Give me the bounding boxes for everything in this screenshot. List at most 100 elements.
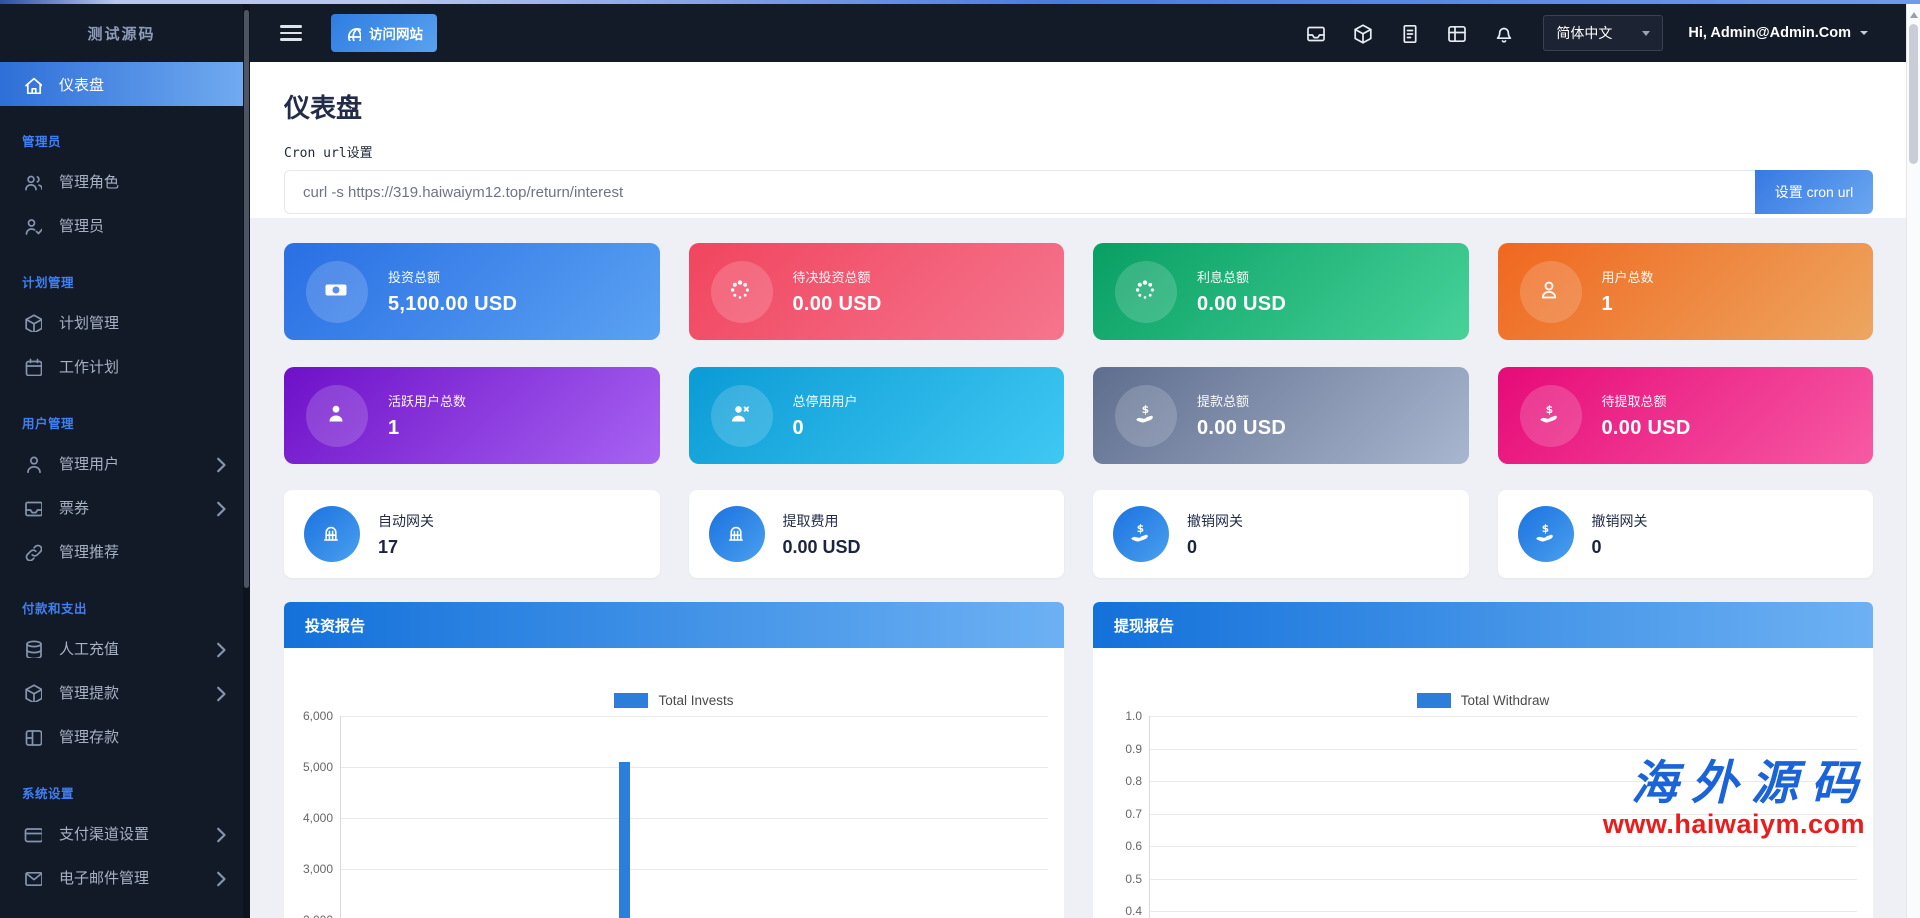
sidebar-item-email-manager[interactable]: 电子邮件管理 [0, 855, 243, 899]
chevron-right-icon [217, 871, 226, 887]
info-cards-grid: 自动网关 17 提取费用 0.00 USD 撤销网关 0 撤销网关 [284, 490, 1873, 578]
y-tick-label: 2,000 [293, 913, 333, 918]
top-accent-strip [0, 0, 1920, 4]
caret-down-icon [1860, 31, 1868, 35]
grid-line [1150, 781, 1857, 782]
bell-icon[interactable] [1492, 22, 1514, 44]
info-card: 自动网关 17 [284, 490, 660, 578]
sidebar-item-payment-gateways[interactable]: 支付渠道设置 [0, 811, 243, 855]
topbar: 访问网站 简体中文 Hi, Admin@Admin.Com [250, 4, 1920, 62]
stat-card: 总停用用户 0 [688, 367, 1064, 464]
stat-card: 投资总额 5,100.00 USD [284, 243, 660, 340]
grid-line [1150, 813, 1857, 815]
legend-swatch [1416, 692, 1451, 708]
y-tick-label: 0.4 [1125, 904, 1142, 918]
hand-dollar-icon [1535, 522, 1553, 542]
language-select[interactable]: 简体中文 [1543, 15, 1664, 51]
page-header: 仪表盘 Cron url设置 设置 cron url [250, 62, 1920, 218]
chart-legend: Total Invests [284, 692, 1064, 708]
chevron-right-icon [217, 686, 226, 702]
user-x-icon [731, 405, 749, 423]
user-icon [1541, 281, 1557, 299]
scroll-up-arrow-icon[interactable] [1909, 12, 1918, 18]
sidebar-item-manage-users[interactable]: 管理用户 [0, 441, 243, 485]
sidebar-section-users: 用户管理 [22, 417, 75, 431]
sidebar-item-manage-referrals[interactable]: 管理推荐 [0, 529, 243, 573]
user-tie-icon [329, 405, 342, 422]
user-menu[interactable]: Hi, Admin@Admin.Com [1688, 25, 1868, 41]
sidebar-section-payments: 付款和支出 [22, 602, 88, 616]
set-cron-url-button[interactable]: 设置 cron url [1755, 170, 1873, 214]
sidebar-scrollbar-thumb[interactable] [244, 10, 249, 588]
globe-icon [347, 27, 361, 41]
sidebar-item-manage-withdrawals[interactable]: 管理提款 [0, 670, 243, 714]
database-icon [26, 640, 42, 658]
sidebar-item-tickets[interactable]: 票券 [0, 485, 243, 529]
menu-toggle-icon[interactable] [280, 25, 302, 41]
page-scrollbar[interactable] [1906, 4, 1920, 918]
sidebar-scrollbar[interactable] [243, 4, 250, 918]
sidebar-item-manage-deposits[interactable]: 管理存款 [0, 714, 243, 758]
chevron-right-icon [217, 457, 226, 473]
sidebar-item-admins[interactable]: 管理员 [0, 203, 243, 247]
sidebar-item-manage-roles[interactable]: 管理角色 [0, 159, 243, 203]
grid-line [1150, 716, 1857, 717]
link-icon [25, 544, 42, 561]
y-tick-label: 4,000 [302, 811, 333, 825]
page-title: 仪表盘 [284, 93, 363, 123]
grid-line [1150, 748, 1857, 750]
y-tick-label: 0.6 [1125, 839, 1142, 853]
grid-line [341, 767, 1048, 768]
y-tick-label: 6,000 [302, 709, 333, 723]
chevron-right-icon [217, 827, 226, 843]
grid-line [1150, 878, 1857, 880]
sidebar-section-plans: 计划管理 [22, 276, 75, 290]
caret-down-icon [1642, 30, 1651, 36]
y-tick-label: 0.7 [1125, 806, 1142, 821]
grid-line [341, 869, 1048, 870]
spinner-icon [730, 280, 749, 299]
withdraw-report-panel: 提现报告 Total Withdraw 1.0 0.9 0.8 0.7 0.6 0.5 0.… [1093, 602, 1873, 918]
grid-line [341, 818, 1048, 819]
sidebar-section-settings: 系统设置 [22, 787, 75, 801]
person-check-icon [25, 219, 42, 235]
panel-title: 投资报告 [284, 602, 1064, 648]
page-scrollbar-thumb[interactable] [1909, 24, 1918, 164]
panel-title: 提现报告 [1093, 602, 1873, 648]
sidebar-item-dashboard[interactable]: 仪表盘 [0, 62, 243, 106]
chevron-right-icon [217, 501, 226, 517]
gateway-icon [323, 526, 339, 541]
withdraw-chart: 1.0 0.9 0.8 0.7 0.6 0.5 0.4 [1101, 709, 1859, 918]
stat-card: 活跃用户总数 1 [284, 367, 660, 464]
person-icon [27, 456, 41, 473]
stat-card: 提款总额 0.00 USD [1093, 367, 1469, 464]
sidebar-section-admin: 管理员 [22, 135, 62, 149]
grid-line [1150, 846, 1857, 847]
info-card: 撤销网关 0 [1497, 490, 1873, 578]
credit-card-icon [24, 828, 42, 843]
info-card: 提取费用 0.00 USD [688, 490, 1064, 578]
stat-card: 用户总数 1 [1497, 243, 1873, 340]
inbox-icon[interactable] [1304, 22, 1326, 44]
inbox-icon [25, 501, 42, 517]
sidebar-item-manage-plans[interactable]: 计划管理 [0, 300, 243, 344]
calendar-icon [25, 358, 42, 376]
people-icon [25, 175, 42, 191]
info-card: 撤销网关 0 [1093, 490, 1469, 578]
stat-card: 待提取总额 0.00 USD [1497, 367, 1873, 464]
y-tick-label: 1.0 [1125, 709, 1142, 723]
hand-dollar-icon [1135, 403, 1153, 423]
sidebar-item-schedules[interactable]: 工作计划 [0, 344, 243, 388]
chart-legend: Total Withdraw [1093, 692, 1873, 708]
cron-url-input[interactable] [284, 170, 1755, 214]
document-icon[interactable] [1398, 22, 1420, 44]
dashboard-body: 投资总额 5,100.00 USD 待决投资总额 0.00 USD 利息总额 0… [250, 218, 1920, 918]
package-icon[interactable] [1351, 22, 1373, 44]
visit-site-button[interactable]: 访问网站 [331, 14, 437, 52]
grid-line [1150, 911, 1857, 912]
stat-cards-grid: 投资总额 5,100.00 USD 待决投资总额 0.00 USD 利息总额 0… [284, 243, 1873, 464]
table-icon[interactable] [1445, 22, 1467, 44]
stat-card: 待决投资总额 0.00 USD [688, 243, 1064, 340]
sidebar-item-manual-deposit[interactable]: 人工充值 [0, 626, 243, 670]
money-bill-icon [325, 284, 346, 296]
